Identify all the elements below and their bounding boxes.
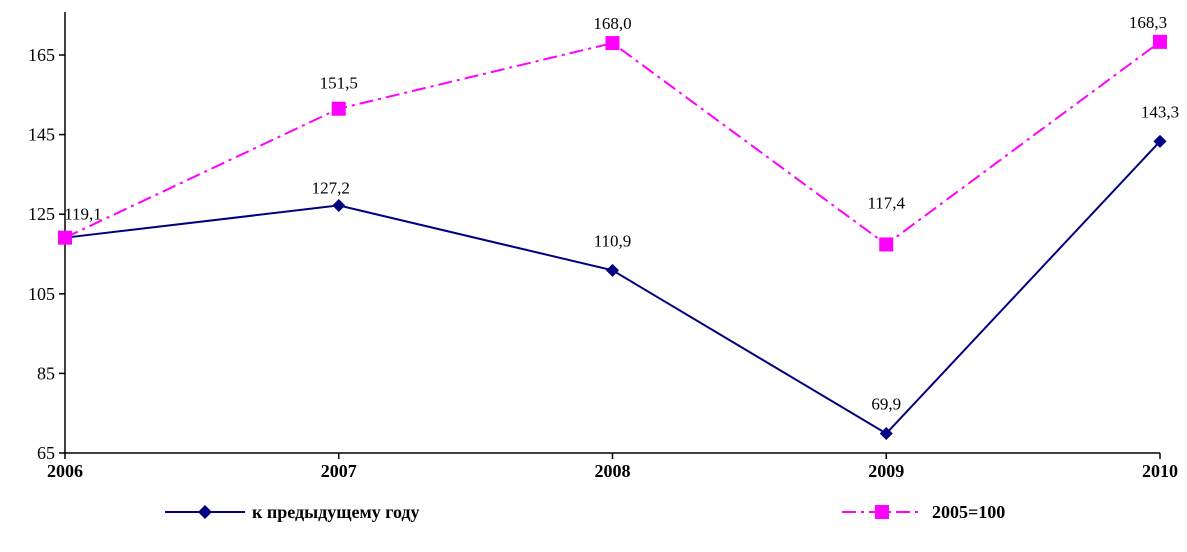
data-point-series-2: [58, 230, 72, 245]
data-label-series-1: 69,9: [871, 394, 901, 413]
data-point-series-1: [606, 263, 619, 277]
legend: к предыдущему году 2005=100: [165, 502, 1005, 522]
y-tick-label: 125: [28, 204, 55, 224]
y-tick-label: 105: [28, 284, 55, 304]
data-point-series-2: [331, 101, 346, 116]
x-tick-label: 2007: [321, 461, 357, 481]
series-line-2: [64, 41, 1161, 246]
data-point-series-2: [1153, 34, 1167, 49]
legend-marker-series-2: [875, 505, 889, 519]
data-point-series-1: [879, 426, 893, 440]
data-point-series-2: [879, 237, 894, 252]
y-axis-ticks: 65 85 105 125 145 165: [28, 45, 65, 463]
data-label-series-2: 119,1: [64, 205, 102, 224]
data-label-series-1: 127,2: [312, 178, 350, 197]
legend-label-series-1: к предыдущему году: [252, 502, 420, 522]
data-label-series-1: 143,3: [1141, 102, 1179, 121]
y-tick-label: 65: [37, 443, 55, 463]
legend-item-series-1: к предыдущему году: [165, 502, 420, 522]
x-tick-label: 2008: [595, 461, 631, 481]
legend-label-series-2: 2005=100: [932, 502, 1005, 522]
data-point-series-1: [332, 198, 346, 212]
series-markers: [58, 34, 1167, 440]
x-axis-ticks: 2006 2007 2008 2009 2010: [47, 453, 1178, 481]
x-tick-label: 2010: [1142, 461, 1178, 481]
data-label-series-2: 151,5: [320, 74, 358, 93]
x-tick-label: 2009: [868, 461, 904, 481]
data-label-series-2: 168,0: [593, 14, 631, 33]
data-point-series-1: [1153, 134, 1167, 148]
y-tick-label: 85: [37, 363, 55, 383]
data-label-series-1: 110,9: [594, 231, 632, 250]
data-point-series-2: [605, 36, 620, 51]
data-label-series-2: 117,4: [867, 193, 905, 212]
y-tick-label: 145: [28, 125, 55, 145]
legend-item-series-2: 2005=100: [842, 502, 1005, 522]
x-tick-label: 2006: [47, 461, 83, 481]
data-labels: 127,2 110,9 69,9 143,3 119,1 151,5 168,0 117,4 1…: [64, 13, 1179, 414]
series-line-1: [64, 140, 1161, 435]
y-tick-label: 165: [28, 45, 55, 65]
data-label-series-2: 168,3: [1129, 13, 1167, 32]
legend-marker-series-1: [198, 505, 212, 519]
